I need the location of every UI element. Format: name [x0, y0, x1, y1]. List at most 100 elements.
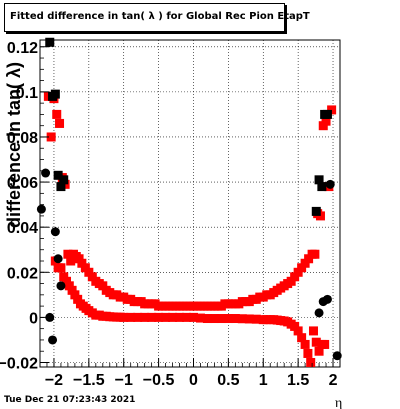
data-point [332, 351, 342, 361]
data-points [36, 37, 342, 367]
data-point [56, 281, 66, 291]
data-point [322, 294, 332, 304]
x-tick-label: 2 [329, 372, 338, 389]
data-point [223, 314, 233, 324]
y-tick-label: 0.02 [7, 265, 38, 282]
chart-title-box: Fitted difference in tan( λ ) for Global… [4, 3, 310, 32]
data-point [41, 168, 51, 178]
data-point [50, 227, 60, 237]
data-point [46, 132, 56, 142]
data-point [48, 335, 58, 345]
y-tick-label: −0.02 [0, 355, 38, 372]
data-point [147, 312, 157, 322]
x-tick-label: −0.5 [143, 372, 175, 389]
data-point [321, 116, 331, 126]
y-tick-label: 0.1 [16, 85, 38, 102]
x-tick-label: −1.5 [73, 372, 105, 389]
data-point [293, 326, 303, 336]
x-tick-label: 0.5 [217, 372, 239, 389]
chart-title: Fitted difference in tan( λ ) for Global… [10, 11, 310, 22]
data-point [56, 263, 66, 273]
data-point [297, 333, 307, 343]
data-point [308, 326, 318, 336]
data-point [304, 254, 314, 264]
data-point [98, 281, 108, 291]
data-point [53, 170, 63, 180]
data-point [52, 109, 62, 119]
plot-border [39, 39, 341, 368]
data-point [36, 204, 46, 214]
data-point [119, 312, 129, 322]
data-point [59, 272, 69, 282]
data-point [188, 312, 198, 322]
x-axis-label: η [335, 396, 342, 409]
data-point [133, 312, 143, 322]
data-point [80, 263, 90, 273]
data-point [209, 314, 219, 324]
data-point [230, 314, 240, 324]
data-point [290, 321, 300, 331]
data-point [314, 308, 324, 318]
x-tick-label: −2 [45, 372, 63, 389]
data-point [175, 312, 185, 322]
data-point [161, 312, 171, 322]
data-point [53, 254, 63, 264]
data-point [55, 118, 65, 128]
data-point [306, 357, 316, 367]
data-point [237, 314, 247, 324]
data-point [244, 314, 254, 324]
data-point [286, 276, 296, 286]
data-point [318, 121, 328, 131]
data-point [297, 263, 307, 273]
data-point [140, 312, 150, 322]
data-point [87, 272, 97, 282]
data-point [62, 276, 72, 286]
data-point [314, 175, 324, 185]
data-point [322, 109, 332, 119]
x-tick-label: 1 [259, 372, 268, 389]
data-point [300, 339, 310, 349]
data-point [45, 37, 55, 47]
data-point [310, 249, 320, 259]
data-point [202, 314, 212, 324]
x-tick-label: 0 [189, 372, 198, 389]
data-point [126, 312, 136, 322]
data-point [311, 206, 321, 216]
data-point [195, 313, 205, 323]
data-point [66, 256, 76, 266]
data-point [56, 182, 66, 192]
data-point [315, 211, 325, 221]
data-point [325, 179, 335, 189]
data-point [251, 314, 261, 324]
y-tick-label: 0.08 [7, 130, 38, 147]
plot-frame [39, 39, 341, 368]
y-tick-label: 0.06 [7, 175, 38, 192]
data-point [317, 182, 327, 192]
data-point [70, 290, 80, 300]
data-point [293, 267, 303, 277]
data-point [311, 337, 321, 347]
data-point [154, 312, 164, 322]
data-point [67, 285, 77, 295]
data-point [50, 89, 60, 99]
x-axis-ticks: −2 −1.5 −1 −0.5 0 0.5 1 1.5 2 [39, 358, 341, 389]
data-point [182, 312, 192, 322]
data-point [327, 105, 337, 115]
x-tick-label: 1.5 [287, 372, 309, 389]
data-point [74, 254, 84, 264]
data-point [64, 281, 74, 291]
chart-grid [40, 40, 340, 367]
y-axis-label: difference in tan( λ) [4, 62, 24, 228]
data-point [320, 339, 330, 349]
datestamp: Tue Dec 21 07:23:43 2021 [4, 395, 136, 405]
data-point [300, 258, 310, 268]
data-point [84, 267, 94, 277]
data-point [63, 249, 73, 259]
data-point [59, 175, 69, 185]
data-point [290, 272, 300, 282]
data-point [314, 346, 324, 356]
y-axis-ticks: −0.02 0 0.02 0.04 0.06 0.08 0.1 0.12 [0, 40, 49, 372]
data-point [216, 314, 226, 324]
data-point [45, 312, 55, 322]
